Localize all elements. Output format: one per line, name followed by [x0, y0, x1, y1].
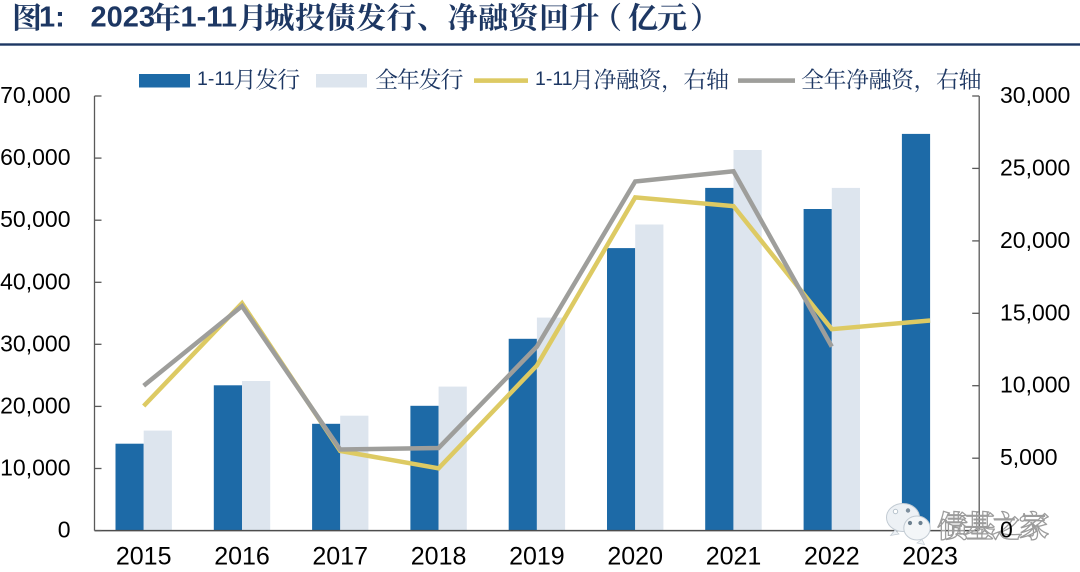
svg-text:10,000: 10,000 [1000, 372, 1070, 398]
svg-text:20,000: 20,000 [0, 392, 70, 418]
svg-text:2023: 2023 [902, 543, 958, 571]
svg-text:2018: 2018 [411, 543, 467, 571]
svg-text:30,000: 30,000 [1000, 82, 1070, 108]
svg-text:40,000: 40,000 [0, 268, 70, 294]
svg-text:25,000: 25,000 [1000, 154, 1070, 180]
svg-text:2021: 2021 [706, 543, 762, 571]
svg-text:1-11: 1-11 [197, 68, 235, 90]
svg-text:50,000: 50,000 [0, 206, 70, 232]
svg-text:2017: 2017 [312, 543, 368, 571]
svg-text:1:: 1: [39, 2, 65, 34]
svg-text:0: 0 [1000, 517, 1013, 543]
svg-text:1-11: 1-11 [181, 2, 237, 34]
svg-text:2015: 2015 [116, 543, 172, 571]
svg-text:30,000: 30,000 [0, 330, 70, 356]
svg-text:70,000: 70,000 [0, 82, 70, 108]
svg-text:1-11: 1-11 [535, 68, 573, 90]
svg-text:0: 0 [58, 517, 71, 543]
svg-text:2023: 2023 [91, 2, 156, 34]
svg-text:2016: 2016 [214, 543, 270, 571]
svg-text:5,000: 5,000 [1000, 444, 1058, 470]
svg-text:2019: 2019 [509, 543, 565, 571]
svg-text:2022: 2022 [804, 543, 860, 571]
svg-text:15,000: 15,000 [1000, 299, 1070, 325]
svg-text:10,000: 10,000 [0, 455, 70, 481]
svg-text:60,000: 60,000 [0, 144, 70, 170]
svg-text:20,000: 20,000 [1000, 227, 1070, 253]
svg-text:2020: 2020 [607, 543, 663, 571]
